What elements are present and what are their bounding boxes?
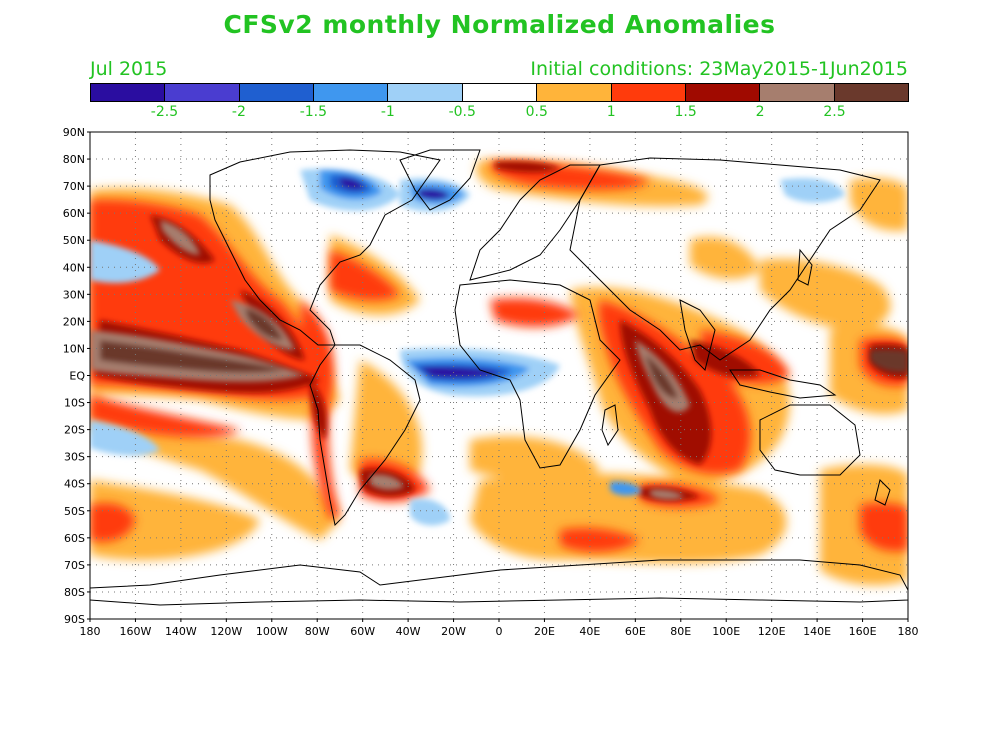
lat-label: EQ [69, 370, 85, 383]
coast-indonesia [729, 369, 837, 399]
coast-asia [569, 157, 881, 361]
lat-label: 10S [64, 397, 85, 410]
legend-label: 1 [606, 104, 616, 120]
lon-label: 180 [898, 625, 919, 638]
lon-label: 140W [165, 625, 197, 638]
legend-swatch [537, 84, 612, 101]
lon-label: 160E [849, 625, 877, 638]
legend-swatch [91, 84, 166, 101]
map-title: CFSv2 monthly Normalized Anomalies [223, 10, 776, 39]
coast-australia [759, 404, 861, 476]
lat-label: 80N [63, 153, 85, 166]
lon-label: 180 [80, 625, 101, 638]
legend-label: 2 [755, 104, 765, 120]
coast-india [679, 299, 716, 371]
lat-label: 30S [64, 451, 85, 464]
color-legend [90, 83, 909, 102]
lon-label: 80W [305, 625, 330, 638]
legend-swatch [165, 84, 240, 101]
coast-europe [469, 164, 601, 281]
lon-label: 80E [670, 625, 691, 638]
lat-label: 20S [64, 424, 85, 437]
lon-label: 60W [350, 625, 375, 638]
anomaly-band-above-2 [90, 220, 908, 500]
legend-swatch [388, 84, 463, 101]
lat-label: 40N [63, 261, 85, 274]
lon-label: 20W [441, 625, 466, 638]
coast-south-america [309, 344, 421, 527]
legend-label: -0.5 [448, 104, 476, 120]
lon-label: 60E [625, 625, 646, 638]
coast-japan [797, 248, 813, 286]
legend-label: -1.5 [299, 104, 328, 120]
lon-label: 160W [120, 625, 152, 638]
lat-label: 70N [63, 180, 85, 193]
lon-label: 0 [496, 625, 503, 638]
coast-greenland [399, 149, 481, 211]
lon-label: 20E [534, 625, 555, 638]
coast-antarctica [90, 559, 908, 606]
lat-label: 50N [63, 234, 85, 247]
lat-label: 70S [64, 559, 85, 572]
legend-swatch [685, 84, 761, 101]
legend-label: -1 [380, 104, 395, 120]
legend-swatch [760, 84, 835, 101]
legend-label: 2.5 [823, 104, 846, 120]
lon-label: 40W [396, 625, 421, 638]
legend-swatch [611, 84, 686, 101]
legend-swatch [314, 84, 389, 101]
lat-label: 60N [63, 207, 85, 220]
legend-swatch [239, 84, 315, 101]
latitude-labels: 90N 80N 70N 60N 50N 40N 30N 20N 10N EQ 10S 20S 30S 40… [63, 126, 86, 626]
lat-label: 10N [63, 342, 85, 355]
legend-label: 0.5 [525, 104, 548, 120]
lat-label: 80S [64, 586, 85, 599]
lat-label: 50S [64, 505, 85, 518]
axis-ticks [87, 131, 909, 622]
legend-swatch [834, 84, 908, 101]
lat-label: 60S [64, 532, 85, 545]
lon-label: 140E [803, 625, 831, 638]
lat-label: 90S [64, 613, 85, 626]
legend-labels: -2.5 -2 -1.5 -1 -0.5 0.5 1 1.5 2 2.5 [90, 104, 909, 122]
legend-swatch [462, 84, 538, 101]
lat-label: 20N [63, 315, 85, 328]
coast-north-america [209, 149, 441, 346]
lon-label: 120E [758, 625, 786, 638]
legend-label: -2.5 [150, 104, 179, 120]
legend-label: 1.5 [674, 104, 697, 120]
lat-lon-grid [90, 132, 908, 619]
forecast-month: Jul 2015 [90, 58, 168, 80]
lat-label: 40S [64, 478, 85, 491]
anomaly-field [90, 159, 908, 586]
lat-label: 30N [63, 288, 85, 301]
coast-africa [454, 279, 621, 469]
lat-label: 90N [63, 126, 85, 139]
coast-madagascar [601, 404, 619, 447]
lon-label: 100E [712, 625, 740, 638]
initial-conditions: Initial conditions: 23May2015-1Jun2015 [530, 58, 908, 80]
lon-label: 40E [579, 625, 600, 638]
lon-label: 120W [210, 625, 242, 638]
legend-label: -2 [231, 104, 246, 120]
longitude-labels: 180 160W 140W 120W 100W 80W 60W 40W 20W 0 20E 40E 60… [80, 625, 919, 638]
anomaly-band-negative [90, 168, 845, 526]
coast-new-zealand [874, 479, 891, 506]
coastlines [90, 149, 908, 606]
lon-label: 100W [256, 625, 288, 638]
